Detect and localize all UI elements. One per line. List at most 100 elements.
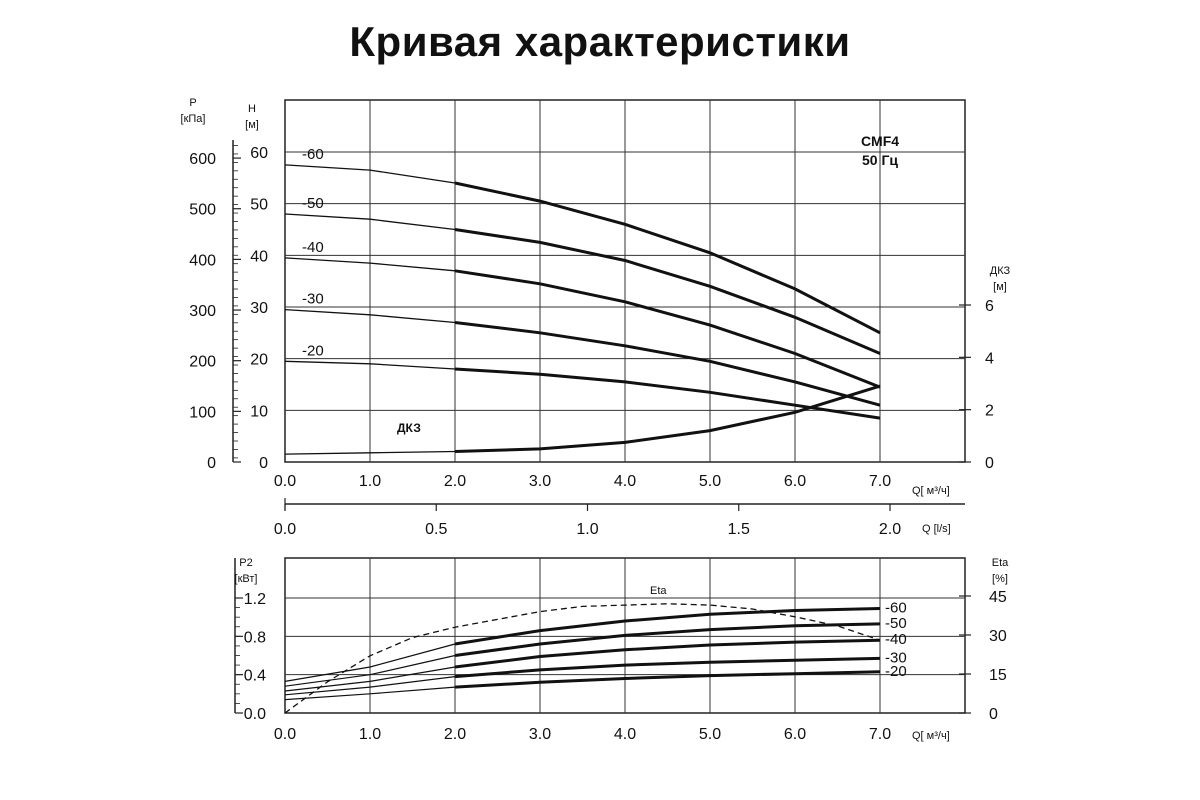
power-curve-label: -50 xyxy=(885,615,907,632)
power-curve xyxy=(454,622,881,657)
npsh-axis-unit: [м] xyxy=(993,281,1007,293)
npsh-axis-label: ДКЗ xyxy=(990,265,1011,277)
flow-ls-tick-label: 0.0 xyxy=(274,521,296,538)
flow-ls-tick-label: 1.0 xyxy=(576,521,598,538)
eta-axis-unit: [%] xyxy=(992,573,1008,585)
power-curve xyxy=(454,656,881,679)
flow-ls-tick-label: 0.5 xyxy=(425,521,447,538)
pressure-axis-label: P xyxy=(189,97,196,109)
flow-ls-tick-label: 1.5 xyxy=(728,521,750,538)
flow-ls-axis-label: Q [l/s] xyxy=(922,523,951,535)
power-x-tick-label: 7.0 xyxy=(869,726,891,743)
eta-tick-label: 30 xyxy=(989,628,1007,645)
frequency-label: 50 Гц xyxy=(862,152,898,168)
pressure-tick-label: 100 xyxy=(189,404,216,421)
head-y-tick-label: 10 xyxy=(250,403,268,420)
npsh-tick-label: 4 xyxy=(985,350,994,367)
power-curve xyxy=(454,607,881,646)
power-x-tick-label: 3.0 xyxy=(529,726,551,743)
head-x-tick-label: 3.0 xyxy=(529,473,551,490)
head-y-tick-label: 0 xyxy=(259,455,268,472)
npsh-curve-label: ДКЗ xyxy=(397,421,421,435)
model-label: CMF4 xyxy=(861,133,899,149)
head-curve xyxy=(454,321,881,407)
p2-axis-unit: [кВт] xyxy=(235,573,258,585)
power-curve-label: -20 xyxy=(885,663,907,680)
power-curve-thin xyxy=(284,666,456,692)
head-curve-label: -60 xyxy=(302,146,324,163)
head-curve-label: -30 xyxy=(302,291,324,308)
flow-ls-tick-label: 2.0 xyxy=(879,521,901,538)
head-curve-label: -20 xyxy=(302,342,324,359)
pressure-tick-label: 500 xyxy=(189,202,216,219)
p2-tick-label: 0.0 xyxy=(244,706,266,723)
pressure-tick-label: 600 xyxy=(189,151,216,168)
pressure-axis-unit: [кПа] xyxy=(181,113,206,125)
power-curve-panel: 0.0 1.0 2.0 3.0 4.0 5.0 6.0 7.0 Q[ м³/ч] 0.0 0.4 0.… xyxy=(234,557,1009,743)
power-curve-label: -30 xyxy=(885,649,907,666)
head-curve-label: -50 xyxy=(302,195,324,212)
power-curve xyxy=(454,670,881,689)
head-curve-thin xyxy=(284,213,456,231)
head-y-axis-label: H xyxy=(248,103,256,115)
eta-curve-label: Eta xyxy=(650,585,667,597)
head-x-tick-label: 2.0 xyxy=(444,473,466,490)
eta-curve xyxy=(284,603,881,714)
head-x-axis-label: Q[ м³/ч] xyxy=(912,485,950,497)
npsh-tick-label: 2 xyxy=(985,403,994,420)
pressure-tick-label: 400 xyxy=(189,252,216,269)
p2-tick-label: 0.4 xyxy=(244,668,266,685)
power-curve-thin xyxy=(284,643,456,682)
eta-axis-label: Eta xyxy=(992,557,1009,569)
head-x-tick-label: 1.0 xyxy=(359,473,381,490)
npsh-tick-label: 0 xyxy=(985,455,994,472)
head-curve-thin xyxy=(284,164,456,184)
head-y-axis-unit: [м] xyxy=(245,119,259,131)
power-x-tick-label: 6.0 xyxy=(784,726,806,743)
head-curve xyxy=(454,228,881,355)
head-x-tick-label: 4.0 xyxy=(614,473,636,490)
pressure-tick-label: 300 xyxy=(189,303,216,320)
head-y-tick-label: 50 xyxy=(250,197,268,214)
pressure-tick-label: 0 xyxy=(207,455,216,472)
power-x-tick-label: 0.0 xyxy=(274,726,296,743)
power-x-tick-label: 4.0 xyxy=(614,726,636,743)
power-x-tick-label: 1.0 xyxy=(359,726,381,743)
npsh-curve xyxy=(454,384,881,453)
p2-axis-label: P2 xyxy=(239,557,252,569)
head-y-tick-label: 30 xyxy=(250,300,268,317)
npsh-tick-label: 6 xyxy=(985,298,994,315)
power-curve xyxy=(454,638,881,669)
eta-tick-label: 45 xyxy=(989,589,1007,606)
head-x-tick-label: 0.0 xyxy=(274,473,296,490)
p2-tick-label: 1.2 xyxy=(244,591,266,608)
power-curve-thin xyxy=(284,654,456,687)
eta-tick-label: 15 xyxy=(989,667,1007,684)
head-x-tick-label: 5.0 xyxy=(699,473,721,490)
power-x-tick-label: 2.0 xyxy=(444,726,466,743)
power-curve-label: -40 xyxy=(885,631,907,648)
power-x-axis-label: Q[ м³/ч] xyxy=(912,730,950,742)
head-x-tick-label: 6.0 xyxy=(784,473,806,490)
head-y-tick-label: 20 xyxy=(250,352,268,369)
head-curve-thin xyxy=(284,308,456,324)
power-curve-label: -60 xyxy=(885,600,907,617)
head-y-tick-label: 60 xyxy=(250,145,268,162)
power-x-tick-label: 5.0 xyxy=(699,726,721,743)
eta-tick-label: 0 xyxy=(989,706,998,723)
npsh-curve-thin xyxy=(284,450,456,455)
pressure-tick-label: 200 xyxy=(189,354,216,371)
head-curve-thin xyxy=(284,360,456,370)
page-title: Кривая характеристики xyxy=(349,18,851,65)
head-curve-panel: 0.0 1.0 2.0 3.0 4.0 5.0 6.0 7.0Q[ м³/ч]01020304… xyxy=(181,97,1011,497)
power-curve-thin xyxy=(284,686,456,701)
p2-tick-label: 0.8 xyxy=(244,629,266,646)
head-curve-label: -40 xyxy=(302,239,324,256)
head-y-tick-label: 40 xyxy=(250,248,268,265)
head-x-tick-label: 7.0 xyxy=(869,473,891,490)
head-curve-thin xyxy=(284,257,456,272)
head-curve xyxy=(454,269,881,389)
flow-ls-axis-panel: 0.0 0.5 1.0 1.5 2.0 Q [l/s] xyxy=(274,498,965,538)
head-curve xyxy=(454,181,881,335)
